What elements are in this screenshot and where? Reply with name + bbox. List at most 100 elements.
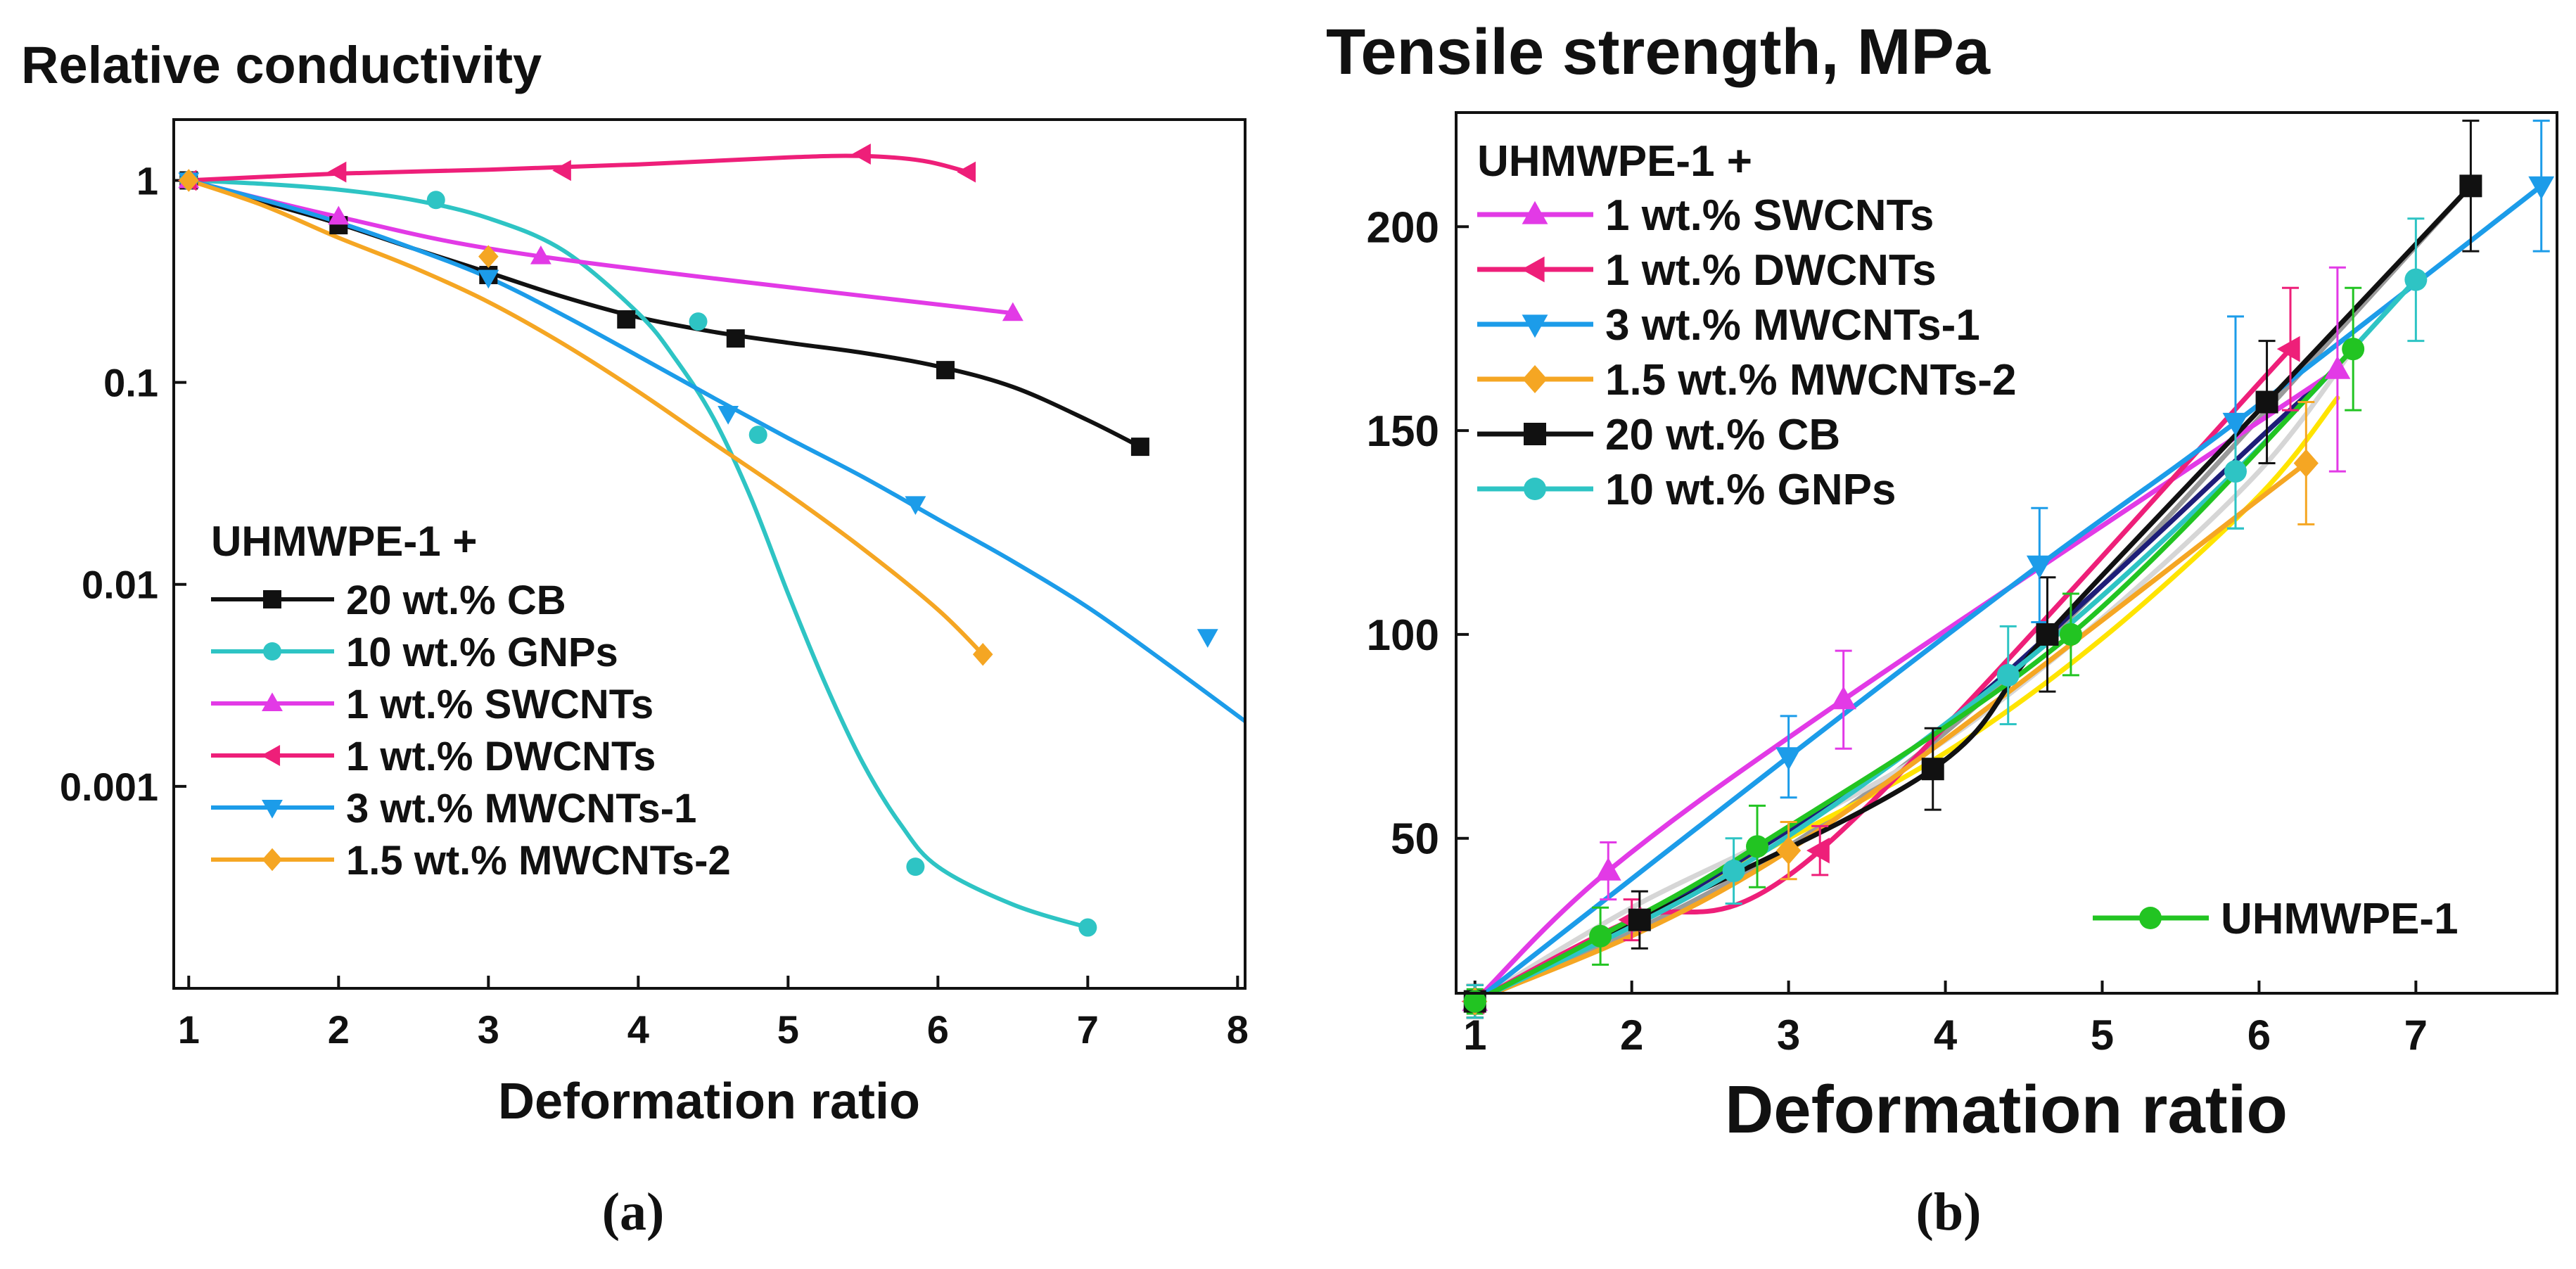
panel-a-legend-marker-3-wt-mwcnts-1 [262, 799, 283, 819]
panel-b-y-tick-labels: 50 100 150 200 [1367, 203, 1439, 863]
panel-a-legend-marker-10-wt-gnps [263, 642, 281, 661]
panel-b-legend-marker-20-wt-cb [1524, 423, 1546, 445]
panel-b-point-uhmwpe-1-2 [1746, 835, 1769, 858]
panel-a-point-20-wt-cb-6 [1130, 438, 1149, 457]
panel-a-y-tick-label-0-001: 0.001 [60, 765, 158, 809]
panel-b-point-uhmwpe-1-4 [2342, 338, 2365, 361]
panel-b-y-tick-label-200: 200 [1367, 203, 1439, 252]
panel-a-legend: UHMWPE-1 + 20 wt.% CB 10 wt.% GNPs 1 wt.% … [211, 518, 731, 884]
panel-b-point-10-wt-gnps-1 [1722, 860, 1745, 883]
panel-a-point-20-wt-cb-5 [936, 361, 955, 380]
panel-b-x-tick-label-1: 1 [1463, 1012, 1486, 1059]
panel-a-point-10-wt-gnps-4 [906, 857, 925, 876]
panel-b-legend-marker-10-wt-gnps [1524, 478, 1546, 500]
panel-a-legend-label-1-wt-dwcnts: 1 wt.% DWCNTs [346, 734, 656, 779]
panel-a-y-tick-label-1: 1 [136, 158, 158, 203]
panel-b-legend-marker-1-5-wt-mwcnts-2 [1522, 365, 1548, 393]
panel-a-x-axis-label: Deformation ratio [498, 1073, 920, 1130]
panel-b-point-1-wt-swcnts-2 [1830, 686, 1857, 710]
panel-b-legend: UHMWPE-1 + 1 wt.% SWCNTs 1 wt.% DWCNTs 3 w… [1477, 137, 2459, 943]
panel-a-conductivity-chart: Relative conductivity 1 2 3 4 5 6 7 8 1 0.1 0.01 0… [21, 36, 1249, 1242]
panel-b-point-1-5-wt-mwcnts-2-2 [2293, 449, 2319, 478]
panel-b-point-1-5-wt-mwcnts-2-1 [1776, 836, 1802, 865]
panel-b-legend-label-10-wt-gnps: 10 wt.% GNPs [1605, 466, 1896, 514]
panel-a-title: Relative conductivity [21, 36, 542, 94]
panel-b-x-tick-label-5: 5 [2091, 1012, 2114, 1059]
panel-a-point-10-wt-gnps-3 [748, 426, 767, 445]
panel-a-series-line-1-5-wt-mwcnts-2 [186, 178, 986, 657]
panel-b-point-1-wt-dwcnts-3 [2276, 336, 2300, 362]
panel-a-series-line-3-wt-mwcnts-1 [186, 178, 1245, 724]
panel-b-plot-area [1456, 225, 2418, 993]
panel-b-series-line-1-5-wt-mwcnts-2 [1486, 461, 2309, 993]
panel-a-legend-label-3-wt-mwcnts-1: 3 wt.% MWCNTs-1 [346, 786, 696, 831]
panel-b-legend-label-uhmwpe-1: UHMWPE-1 [2221, 895, 2459, 943]
panel-b-point-uhmwpe-1-0 [1463, 990, 1486, 1013]
panel-a-point-20-wt-cb-3 [617, 310, 636, 329]
panel-a-point-1-wt-swcnts-1 [328, 205, 350, 225]
panel-a-point-1-wt-dwcnts-1 [327, 161, 347, 183]
panel-b-x-tick-label-2: 2 [1620, 1012, 1643, 1059]
panel-b-series-line-uhmwpe-1 [1485, 346, 2356, 993]
panel-a-point-10-wt-gnps-1 [426, 191, 445, 210]
panel-b-x-tick-label-3: 3 [1777, 1012, 1800, 1059]
panel-b-legend-marker-3-wt-mwcnts-1 [1522, 314, 1548, 338]
panel-b-point-uhmwpe-1-3 [2059, 623, 2082, 646]
panel-a-point-3-wt-mwcnts-1-3 [905, 496, 926, 516]
panel-b-point-10-wt-gnps-4 [2404, 268, 2428, 291]
panel-b-x-axis-label: Deformation ratio [1725, 1072, 2288, 1147]
panel-a-point-10-wt-gnps-2 [689, 312, 708, 331]
panel-b-data-points [1461, 174, 2555, 1016]
panel-b-tensile-strength-chart: Tensile strength, MPa 1 2 3 4 5 6 7 50 100 150 20… [1326, 16, 2558, 1242]
panel-a-legend-marker-1-wt-swcnts [262, 692, 283, 712]
panel-a-point-1-5-wt-mwcnts-2-2 [972, 643, 993, 666]
panel-a-x-tick-label-4: 4 [627, 1007, 649, 1052]
panel-a-legend-marker-1-wt-dwcnts [261, 745, 281, 766]
panel-a-legend-marker-20-wt-cb [263, 590, 281, 608]
panel-a-x-tick-label-3: 3 [478, 1007, 499, 1052]
panel-b-x-tick-label-4: 4 [1934, 1012, 1958, 1059]
panel-b-point-3-wt-mwcnts-1-3 [2222, 412, 2249, 436]
panel-b-point-1-wt-swcnts-3 [2324, 355, 2351, 379]
panel-b-point-3-wt-mwcnts-1-1 [1775, 747, 1802, 771]
panel-a-point-1-5-wt-mwcnts-2-1 [478, 245, 499, 268]
panel-b-title: Tensile strength, MPa [1326, 16, 1991, 88]
panel-a-point-20-wt-cb-4 [726, 329, 745, 348]
panel-b-point-20-wt-cb-2 [1921, 758, 1944, 781]
panel-b-legend-label-1-5-wt-mwcnts-2: 1.5 wt.% MWCNTs-2 [1605, 356, 2016, 404]
panel-a-point-3-wt-mwcnts-1-1 [478, 269, 499, 289]
panel-b-legend-title: UHMWPE-1 + [1477, 137, 1752, 186]
panel-b-x-tick-label-7: 7 [2404, 1012, 2428, 1059]
panel-b-point-10-wt-gnps-3 [2224, 460, 2247, 483]
panel-b-y-tick-label-50: 50 [1391, 815, 1439, 864]
panel-a-point-1-wt-dwcnts-4 [957, 161, 976, 183]
panel-b-point-3-wt-mwcnts-1-2 [2026, 555, 2053, 579]
panel-a-legend-label-10-wt-gnps: 10 wt.% GNPs [346, 630, 618, 675]
panel-b-legend-marker-1-wt-dwcnts [1521, 256, 1545, 283]
panel-a-legend-label-1-5-wt-mwcnts-2: 1.5 wt.% MWCNTs-2 [346, 838, 731, 884]
panel-b-point-uhmwpe-1-1 [1589, 924, 1612, 948]
panel-b-legend-marker-1-wt-swcnts [1522, 200, 1548, 224]
panel-a-x-tick-label-5: 5 [777, 1007, 799, 1052]
panel-a-legend-title: UHMWPE-1 + [211, 518, 477, 565]
panel-a-point-1-wt-dwcnts-2 [552, 160, 571, 181]
panel-a-legend-label-1-wt-swcnts: 1 wt.% SWCNTs [346, 682, 653, 727]
panel-b-legend-label-3-wt-mwcnts-1: 3 wt.% MWCNTs-1 [1605, 301, 1980, 350]
panel-b-legend-label-1-wt-swcnts: 1 wt.% SWCNTs [1605, 191, 1934, 240]
panel-b-point-20-wt-cb-5 [2459, 174, 2482, 198]
panel-a-point-1-wt-swcnts-2 [530, 245, 551, 264]
panel-b-legend-label-20-wt-cb: 20 wt.% CB [1605, 411, 1840, 459]
panel-a-point-10-wt-gnps-5 [1078, 918, 1097, 937]
panel-b-y-tick-label-100: 100 [1367, 611, 1439, 660]
panel-a-x-tick-label-1: 1 [178, 1007, 200, 1052]
panel-b-point-10-wt-gnps-2 [1996, 663, 2020, 687]
caption-b: (b) [1916, 1182, 1982, 1242]
panel-a-frame [172, 118, 1246, 990]
panel-b-legend-marker-uhmwpe-1 [2139, 907, 2162, 929]
panel-b-point-3-wt-mwcnts-1-4 [2528, 176, 2555, 200]
panel-b-x-tick-label-6: 6 [2247, 1012, 2271, 1059]
panel-a-point-1-wt-swcnts-3 [1002, 302, 1024, 321]
panel-b-point-20-wt-cb-4 [2255, 390, 2278, 414]
panel-b-point-1-wt-dwcnts-2 [1806, 837, 1830, 864]
